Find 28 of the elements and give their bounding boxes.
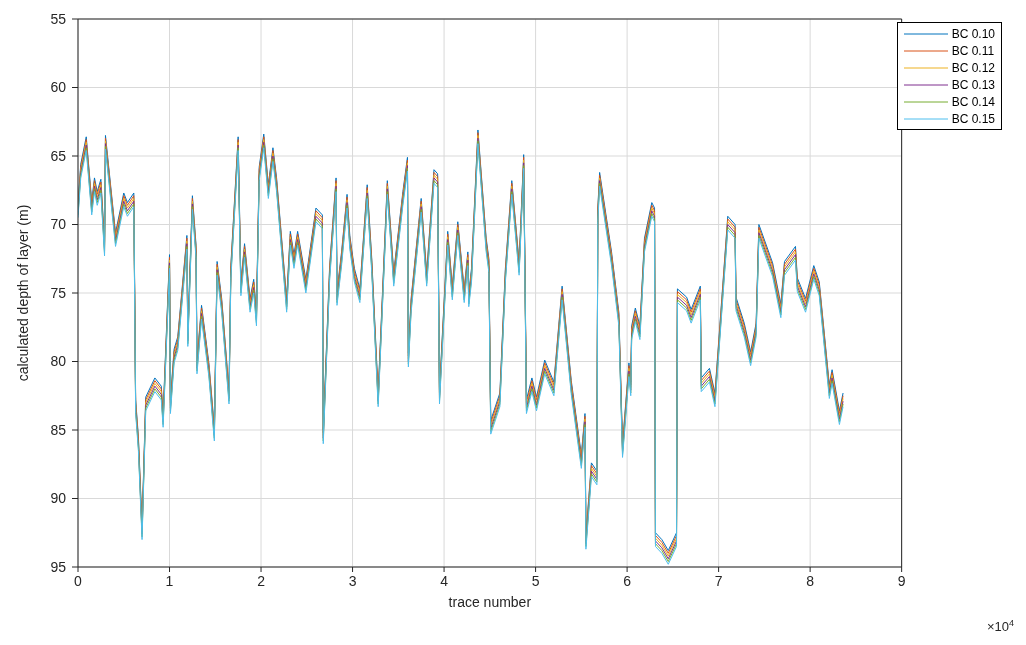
y-tick-label: 55 [50,10,67,27]
x-tick-label: 9 [897,572,906,589]
legend-label: BC 0.13 [951,77,995,92]
y-tick-label: 60 [50,79,67,96]
y-tick-label: 75 [50,284,67,301]
y-tick-label: 95 [50,558,67,575]
y-tick-label: 80 [50,353,67,370]
y-axis-title: calculated depth of layer (m) [14,204,31,382]
x-tick-label: 0 [74,572,83,589]
legend-label: BC 0.14 [951,94,995,109]
legend-label: BC 0.15 [951,111,995,126]
legend-label: BC 0.11 [951,43,995,58]
x-tick-label: 1 [165,572,174,589]
y-tick-label: 70 [50,216,67,233]
legend-label: BC 0.10 [951,26,995,41]
y-tick-label: 65 [50,147,67,164]
x-tick-label: 7 [714,572,723,589]
x-tick-label: 5 [531,572,540,589]
text: ×10$^{4}$ [986,618,1014,634]
x-tick-label: 8 [806,572,815,589]
y-tick-label: 85 [50,421,67,438]
y-tick-label: 90 [50,490,67,507]
x-tick-label: 6 [623,572,632,589]
x-tick-label: 2 [257,572,266,589]
x-tick-label: 3 [348,572,357,589]
x-tick-label: 4 [440,572,449,589]
x-axis-title: trace number [448,594,532,610]
legend-label: BC 0.12 [951,60,995,75]
